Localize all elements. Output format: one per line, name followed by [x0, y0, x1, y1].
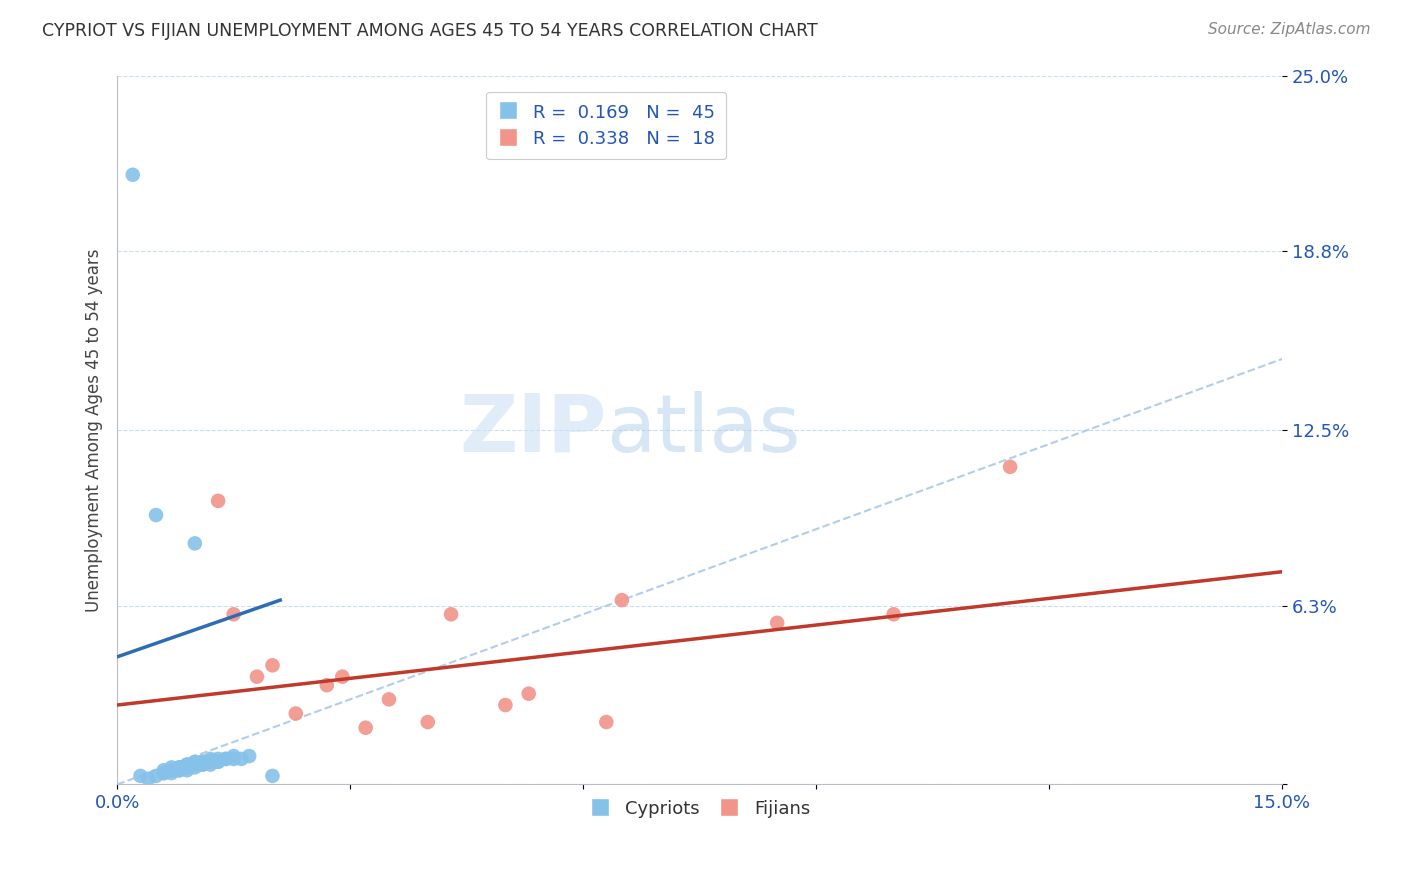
Point — [517, 687, 540, 701]
Point — [191, 757, 214, 772]
Point — [200, 752, 222, 766]
Point — [231, 752, 253, 766]
Point — [169, 760, 191, 774]
Point — [207, 752, 229, 766]
Text: Source: ZipAtlas.com: Source: ZipAtlas.com — [1208, 22, 1371, 37]
Point — [160, 760, 183, 774]
Point — [246, 670, 269, 684]
Point — [998, 459, 1021, 474]
Point — [595, 714, 617, 729]
Point — [160, 766, 183, 780]
Point — [200, 755, 222, 769]
Point — [169, 764, 191, 778]
Text: CYPRIOT VS FIJIAN UNEMPLOYMENT AMONG AGES 45 TO 54 YEARS CORRELATION CHART: CYPRIOT VS FIJIAN UNEMPLOYMENT AMONG AGE… — [42, 22, 818, 40]
Point — [191, 755, 214, 769]
Point — [145, 508, 167, 522]
Point — [238, 749, 260, 764]
Point — [200, 755, 222, 769]
Point — [145, 769, 167, 783]
Point — [176, 764, 198, 778]
Point — [207, 755, 229, 769]
Point — [222, 607, 245, 622]
Point — [191, 755, 214, 769]
Point — [176, 757, 198, 772]
Point — [262, 658, 284, 673]
Point — [610, 593, 633, 607]
Point — [416, 714, 439, 729]
Point — [354, 721, 377, 735]
Point — [215, 752, 238, 766]
Point — [184, 536, 207, 550]
Point — [207, 755, 229, 769]
Point — [176, 760, 198, 774]
Point — [207, 494, 229, 508]
Point — [284, 706, 307, 721]
Point — [152, 766, 174, 780]
Point — [129, 769, 152, 783]
Point — [330, 670, 353, 684]
Point — [152, 764, 174, 778]
Point — [184, 757, 207, 772]
Point — [766, 615, 789, 630]
Point — [184, 757, 207, 772]
Point — [121, 168, 143, 182]
Y-axis label: Unemployment Among Ages 45 to 54 years: Unemployment Among Ages 45 to 54 years — [86, 248, 103, 612]
Point — [494, 698, 516, 712]
Point — [378, 692, 401, 706]
Point — [184, 760, 207, 774]
Point — [169, 760, 191, 774]
Point — [160, 764, 183, 778]
Point — [152, 766, 174, 780]
Point — [883, 607, 905, 622]
Point — [136, 772, 159, 786]
Point — [176, 760, 198, 774]
Point — [184, 757, 207, 772]
Point — [184, 755, 207, 769]
Point — [160, 764, 183, 778]
Point — [191, 757, 214, 772]
Point — [262, 769, 284, 783]
Legend: Cypriots, Fijians: Cypriots, Fijians — [582, 793, 817, 825]
Point — [222, 749, 245, 764]
Text: ZIP: ZIP — [460, 391, 606, 469]
Point — [176, 757, 198, 772]
Point — [169, 764, 191, 778]
Point — [215, 752, 238, 766]
Point — [440, 607, 463, 622]
Text: atlas: atlas — [606, 391, 801, 469]
Point — [222, 752, 245, 766]
Point — [200, 757, 222, 772]
Point — [315, 678, 337, 692]
